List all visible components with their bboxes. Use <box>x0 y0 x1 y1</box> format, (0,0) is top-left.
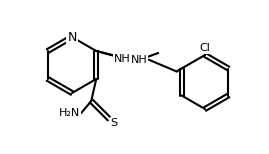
Text: NH: NH <box>114 54 131 64</box>
Text: N: N <box>67 30 77 43</box>
Text: S: S <box>111 118 118 128</box>
Text: Cl: Cl <box>200 43 210 53</box>
Text: NH: NH <box>130 55 147 65</box>
Text: H₂N: H₂N <box>59 108 80 118</box>
